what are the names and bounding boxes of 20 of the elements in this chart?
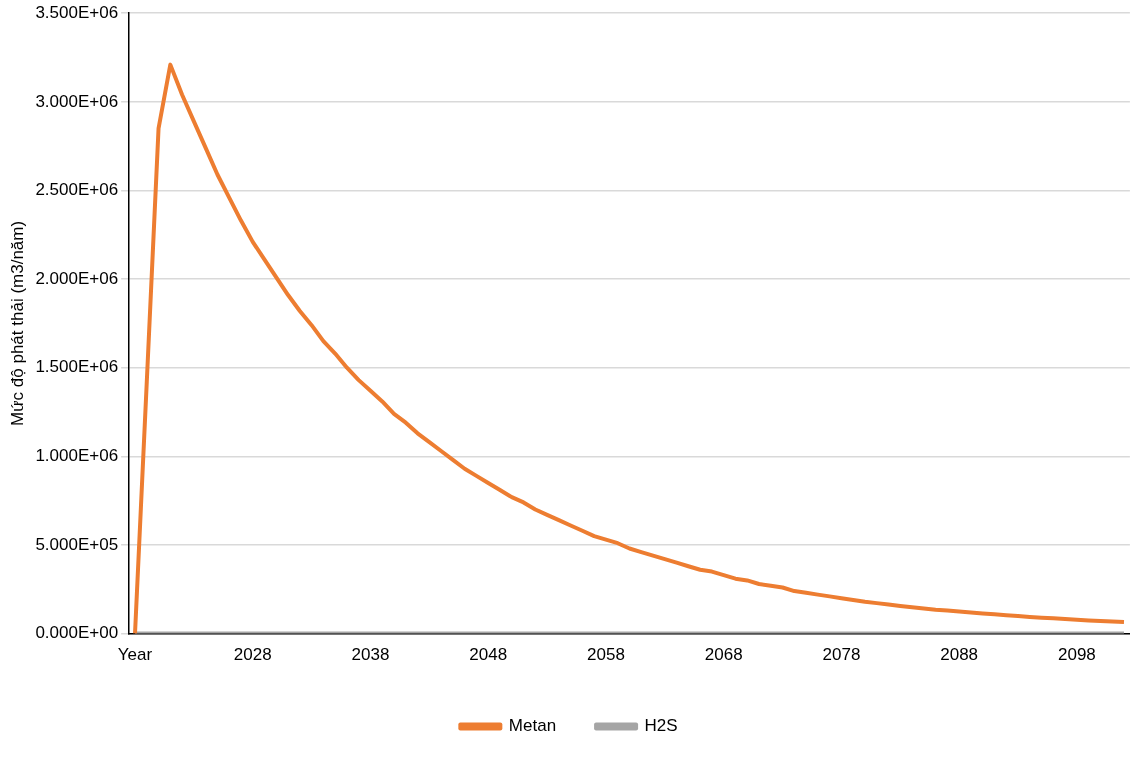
y-tick-label: 5.000E+05	[35, 534, 119, 554]
y-tick-label: 1.000E+06	[35, 446, 119, 466]
x-tick-label: 2068	[704, 645, 743, 665]
x-tick-label: 2048	[469, 645, 508, 665]
y-tick-label: 2.500E+06	[35, 180, 119, 200]
y-tick-label: 3.500E+06	[35, 2, 119, 22]
x-tick-label: 2078	[822, 645, 861, 665]
y-tick-label: 0.000E+00	[35, 623, 119, 643]
y-tick-label: 1.500E+06	[35, 357, 119, 377]
x-tick-label: 2088	[940, 645, 979, 665]
y-tick-label: 3.000E+06	[35, 91, 119, 111]
y-axis-title: Mức độ phát thải (m3/năm)	[7, 220, 27, 426]
x-tick-label: 2028	[233, 645, 272, 665]
legend-label: H2S	[644, 716, 678, 736]
y-tick-label: 2.000E+06	[35, 268, 119, 288]
x-tick-label: 2038	[351, 645, 390, 665]
x-tick-label: Year	[117, 645, 153, 665]
legend-label: Metan	[508, 716, 557, 736]
x-tick-label: 2058	[587, 645, 625, 665]
x-tick-label: 2098	[1057, 645, 1096, 665]
